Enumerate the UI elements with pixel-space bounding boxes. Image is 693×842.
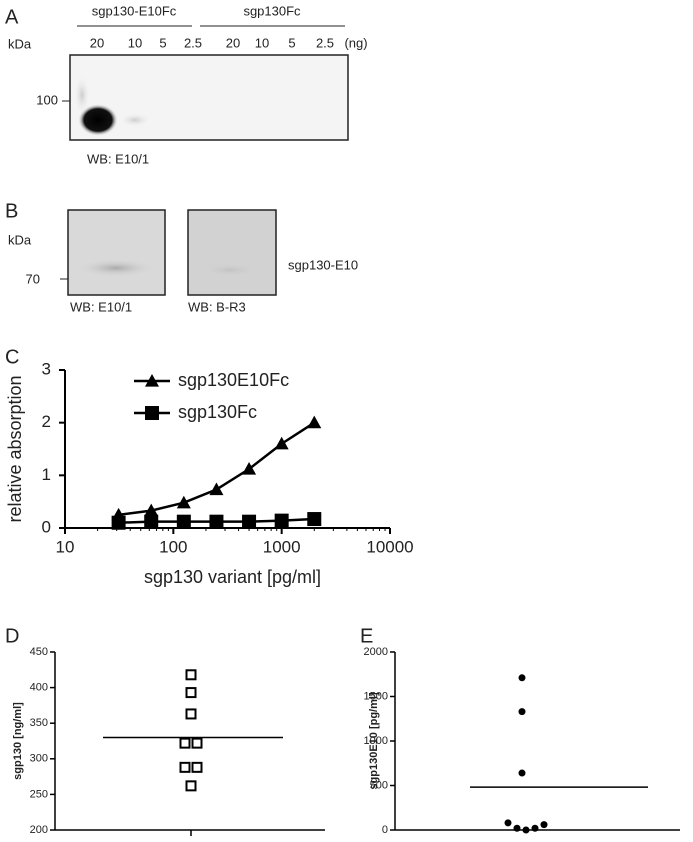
marker <box>209 514 224 529</box>
y-tick-label: 1000 <box>364 735 388 747</box>
y-tick-label: 2000 <box>364 646 388 658</box>
x-axis-label: sgp130 variant [pg/ml] <box>144 567 321 587</box>
y-tick-label: 500 <box>370 779 388 791</box>
marker <box>176 514 191 529</box>
lane-label: 2.5 <box>316 35 334 50</box>
blot-band <box>76 259 156 277</box>
unit-label: kDa <box>8 36 32 51</box>
marker <box>176 495 191 509</box>
marker <box>540 821 548 829</box>
marker <box>179 737 191 749</box>
marker <box>179 761 191 773</box>
lane-label: 10 <box>255 35 269 50</box>
y-tick-label: 3 <box>42 359 51 378</box>
marker <box>144 503 159 517</box>
marker <box>209 482 224 496</box>
marker <box>111 515 126 530</box>
marker <box>307 415 322 429</box>
amount-unit: (ng) <box>344 35 367 50</box>
y-tick-label: 1 <box>42 465 51 484</box>
marker <box>185 669 197 681</box>
marker-label: 70 <box>26 271 40 286</box>
blot-band <box>119 113 151 127</box>
y-tick-label: 1500 <box>364 690 388 702</box>
blot-smear <box>74 75 90 115</box>
marker <box>191 737 203 749</box>
marker <box>513 824 521 832</box>
blot <box>69 54 349 141</box>
panel-label: C <box>5 346 19 368</box>
blot <box>187 209 277 296</box>
marker <box>518 708 526 716</box>
marker <box>185 780 197 792</box>
y-tick-label: 300 <box>30 753 48 765</box>
y-tick-label: 350 <box>30 717 48 729</box>
marker <box>518 769 526 777</box>
marker <box>185 687 197 699</box>
lane-label: 20 <box>226 35 240 50</box>
marker <box>145 406 159 420</box>
lane-label: 2.5 <box>184 35 202 50</box>
y-axis-label: sgp130 [ng/ml] <box>12 702 24 780</box>
marker <box>145 374 159 387</box>
lane-label: 5 <box>159 35 166 50</box>
marker <box>242 514 257 529</box>
y-axis-label: sgp130E10 [pg/ml] <box>368 692 380 790</box>
panel-label: E <box>360 625 373 647</box>
marker <box>307 512 322 527</box>
series-line <box>118 421 315 517</box>
group-label: sgp130Fc <box>243 3 301 18</box>
lane-label: 20 <box>90 35 104 50</box>
antibody-label: WB: E10/1 <box>70 299 132 314</box>
y-tick-label: 2 <box>42 412 51 431</box>
y-tick-label: 450 <box>30 646 48 658</box>
lane-label: 10 <box>128 35 142 50</box>
marker <box>518 674 526 682</box>
antibody-label: WB: B-R3 <box>188 299 246 314</box>
band-label: sgp130-E10 <box>288 257 358 272</box>
marker <box>185 708 197 720</box>
marker <box>504 819 512 827</box>
blot <box>67 209 166 296</box>
marker <box>191 761 203 773</box>
marker <box>531 824 539 832</box>
blot-band <box>78 104 118 136</box>
x-tick-label: 100 <box>159 537 187 556</box>
y-tick-label: 250 <box>30 788 48 800</box>
legend-label: sgp130E10Fc <box>178 370 289 390</box>
panel-label: A <box>5 6 19 28</box>
blot-band <box>200 263 260 277</box>
y-tick-label: 0 <box>382 824 388 836</box>
marker <box>242 462 257 475</box>
marker <box>274 436 289 450</box>
marker <box>522 826 530 834</box>
antibody-label: WB: E10/1 <box>87 151 149 166</box>
group-label: sgp130-E10Fc <box>92 3 177 18</box>
x-tick-label: 10 <box>56 537 75 556</box>
legend-label: sgp130Fc <box>178 402 257 422</box>
lane-label: 5 <box>288 35 295 50</box>
y-tick-label: 0 <box>42 517 51 536</box>
marker-label: 100 <box>36 92 58 107</box>
x-tick-label: 1000 <box>263 537 301 556</box>
marker <box>274 513 289 528</box>
panel-label: B <box>5 200 18 222</box>
y-tick-label: 400 <box>30 682 48 694</box>
y-tick-label: 200 <box>30 824 48 836</box>
panel-label: D <box>5 625 19 647</box>
y-axis-label: relative absorption <box>5 375 25 522</box>
marker <box>144 514 159 529</box>
unit-label: kDa <box>8 232 32 247</box>
x-tick-label: 10000 <box>366 537 413 556</box>
